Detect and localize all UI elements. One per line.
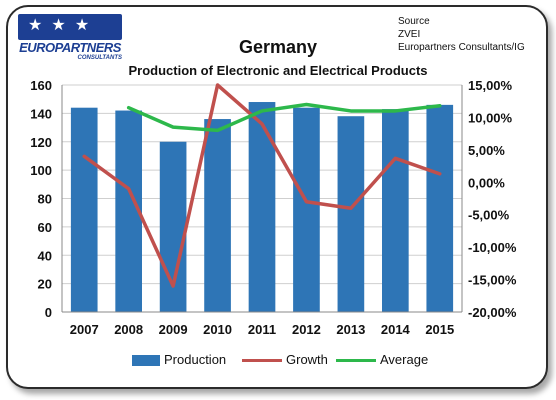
source-org: ZVEI	[398, 29, 421, 40]
line-growth	[82, 83, 442, 288]
x-tick-label: 2007	[70, 322, 99, 337]
y-left-tick-label: 100	[30, 163, 52, 178]
y-left-tick-label: 160	[30, 78, 52, 93]
bar-production-2011	[248, 102, 276, 313]
y-right-tick-label: -20,00%	[468, 305, 517, 320]
x-tick-label: 2012	[292, 322, 321, 337]
chart-title: Germany	[238, 37, 318, 57]
source-label: Source	[398, 16, 430, 27]
line-average	[126, 102, 442, 133]
x-tick-label: 2015	[425, 322, 454, 337]
y-left-tick-label: 140	[30, 106, 52, 121]
logo-banner: ★ ★ ★	[18, 14, 122, 40]
logo-name: EUROPARTNERS	[19, 40, 121, 55]
axes: 0 20 40 60 80 100 120 140 160 -20,00% -15,00% -10,0…	[30, 78, 517, 337]
y-left-tick-label: 0	[45, 305, 52, 320]
y-right-tick-label: -10,00%	[468, 240, 517, 255]
x-tick-label: 2014	[381, 322, 411, 337]
y-right-tick-label: 5,00%	[468, 143, 505, 158]
x-tick-label: 2013	[336, 322, 365, 337]
bar-production-2010	[204, 119, 231, 312]
legend-swatch-production	[132, 355, 160, 366]
y-right-tick-label: 15,00%	[468, 78, 513, 93]
legend: Production Growth Average	[0, 352, 556, 372]
lines	[82, 83, 442, 288]
legend-label-average: Average	[380, 352, 429, 367]
y-right-tick-label: -5,00%	[468, 208, 510, 223]
y-left-tick-label: 80	[38, 192, 52, 207]
bar-production-2015	[426, 104, 454, 312]
x-tick-label: 2008	[114, 322, 143, 337]
y-left-tick-label: 20	[38, 277, 52, 292]
bar-production-2007	[70, 107, 98, 312]
logo-sub: CONSULTANTS	[77, 55, 122, 61]
chart-subtitle: Production of Electronic and Electrical …	[128, 63, 428, 78]
x-tick-label: 2010	[203, 322, 232, 337]
stars-icon: ★ ★ ★	[28, 15, 92, 34]
legend-swatch-growth	[242, 359, 282, 362]
x-tick-label: 2009	[159, 322, 188, 337]
y-right-tick-label: -15,00%	[468, 273, 517, 288]
europartners-logo: ★ ★ ★ EUROPARTNERS CONSULTANTS	[18, 14, 122, 61]
y-right-tick-label: 10,00%	[468, 110, 513, 125]
legend-swatch-average	[336, 359, 376, 362]
legend-label-growth: Growth	[286, 352, 328, 367]
y-left-tick-label: 60	[38, 220, 52, 235]
bar-production-2013	[337, 116, 365, 313]
bar-production-2012	[293, 107, 320, 312]
x-tick-label: 2011	[248, 322, 276, 337]
y-left-tick-label: 120	[30, 135, 52, 150]
source-note: Source ZVEI Europartners Consultants/IG	[398, 15, 525, 54]
bars	[70, 102, 454, 313]
source-author: Europartners Consultants/IG	[398, 42, 525, 53]
y-left-tick-label: 40	[38, 248, 52, 263]
y-right-tick-label: 0,00%	[468, 175, 505, 190]
bar-production-2014	[382, 109, 409, 313]
legend-label-production: Production	[164, 352, 227, 367]
